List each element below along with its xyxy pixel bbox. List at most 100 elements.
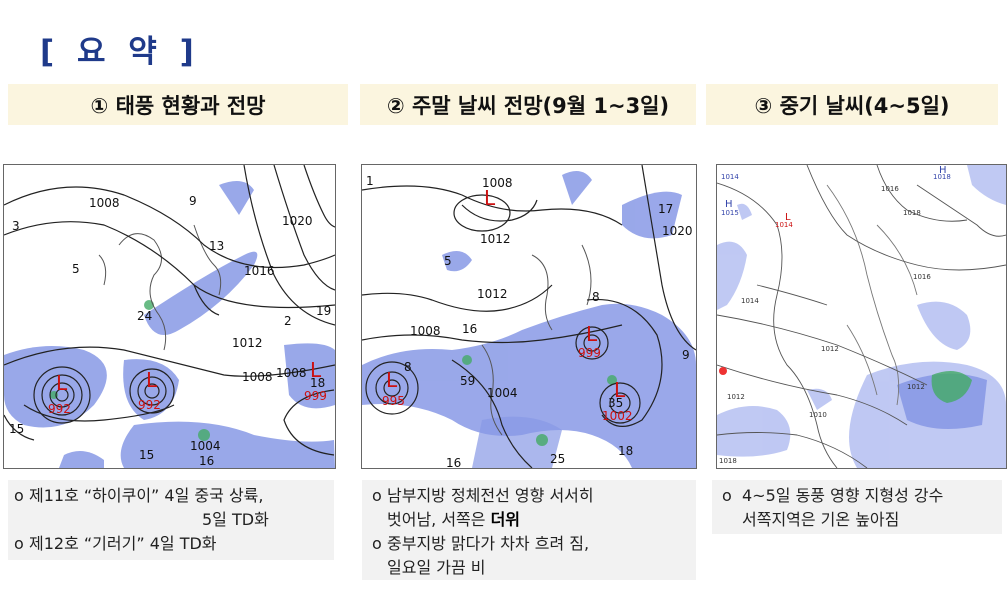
low-pressure-mark: L	[785, 212, 791, 223]
map2-label: 1	[366, 174, 374, 188]
bullet: o	[14, 486, 24, 505]
map1-label: 1020	[282, 214, 313, 228]
map2-label: 1020	[662, 224, 693, 238]
high-pressure-mark: H	[725, 199, 733, 210]
note-text: 5일 TD화	[202, 510, 269, 529]
map3-label: 1018	[903, 209, 921, 217]
surface-chart-1: 3 1008 9 13 1020 5 1016 24 2 1012 19 100…	[4, 165, 335, 468]
summary-box-typhoon: o 제11호 “하이쿠이” 4일 중국 상륙, 5일 TD화 o 제12호 “기…	[8, 480, 334, 560]
map2-label: 59	[460, 374, 475, 388]
map1-label: 1008	[89, 196, 120, 210]
note-text: 일요일 가끔 비	[387, 558, 486, 577]
note-item: o 4~5일 동풍 영향 지형성 강수	[722, 484, 1002, 508]
map1-label: 16	[199, 454, 214, 468]
map2-label: 1008	[410, 324, 441, 338]
weather-map-typhoon: 3 1008 9 13 1020 5 1016 24 2 1012 19 100…	[3, 164, 336, 469]
map2-label: 999	[578, 346, 601, 360]
map1-label: 15	[139, 448, 154, 462]
section-header-typhoon: ① 태풍 현황과 전망	[8, 84, 348, 125]
map2-label: 16	[462, 322, 477, 336]
map2-label: 8	[592, 290, 600, 304]
map1-label: 9	[189, 194, 197, 208]
map2-label: 1004	[487, 386, 518, 400]
section-header-midterm: ③ 중기 날씨(4~5일)	[706, 84, 998, 125]
map2-label: 1012	[480, 232, 511, 246]
map2-label: 35	[608, 396, 623, 410]
map1-label: 1008	[242, 370, 273, 384]
low-pressure-mark: L	[146, 368, 158, 392]
map3-label: 1012	[907, 383, 925, 391]
map1-label: 24	[137, 309, 152, 323]
low-pressure-mark: L	[614, 378, 626, 402]
map2-label: 1012	[477, 287, 508, 301]
map1-label: 15	[9, 422, 24, 436]
low-pressure-mark: L	[386, 368, 398, 392]
note-text: 서쪽지역은 기온 높아짐	[742, 510, 900, 529]
high-pressure-mark: H	[939, 165, 947, 176]
map3-label: 1014	[721, 173, 739, 181]
map1-label: 1012	[232, 336, 263, 350]
low-pressure-mark: L	[484, 186, 496, 210]
map3-label: 1014	[775, 221, 793, 229]
map1-label: 5	[72, 262, 80, 276]
note-continuation: 서쪽지역은 기온 높아짐	[722, 508, 1002, 532]
low-pressure-mark: L	[586, 322, 598, 346]
map2-label: 17	[658, 202, 673, 216]
map3-label: 1015	[721, 209, 739, 217]
map1-label: 992	[138, 398, 161, 412]
map2-label: 1008	[482, 176, 513, 190]
note-continuation: 일요일 가끔 비	[372, 556, 696, 580]
map1-label: 2	[284, 314, 292, 328]
weather-map-weekend: 1 1008 1012 17 5 1020 1012 8 1008 16 8 9…	[361, 164, 697, 469]
note-continuation: 5일 TD화	[14, 508, 334, 532]
map1-label: 13	[209, 239, 224, 253]
note-item: o 중부지방 맑다가 차차 흐려 짐,	[372, 532, 696, 556]
map1-label: 18	[310, 376, 325, 390]
note-item: o 제12호 “기러기” 4일 TD화	[14, 532, 334, 556]
map2-label: 16	[446, 456, 461, 468]
page-title: [ 요 약 ]	[40, 34, 200, 70]
weather-map-midterm: 1014 1018 1016 1018 1015 1014 1016 1014 …	[716, 164, 1007, 469]
map3-label: 1014	[741, 297, 759, 305]
map2-label: 25	[550, 452, 565, 466]
map3-label: 1012	[821, 345, 839, 353]
note-text: 중부지방 맑다가 차차 흐려 짐,	[387, 534, 590, 553]
map3-label: 1016	[881, 185, 899, 193]
section-header-weekend: ② 주말 날씨 전망(9월 1~3일)	[360, 84, 696, 125]
surface-chart-3: 1014 1018 1016 1018 1015 1014 1016 1014 …	[717, 165, 1006, 468]
note-text: 벗어남, 서쪽은	[387, 510, 491, 529]
bullet: o	[372, 486, 382, 505]
map1-label: 1004	[190, 439, 221, 453]
map1-label: 1016	[244, 264, 275, 278]
map2-label: 1002	[602, 409, 633, 423]
bullet: o	[14, 534, 24, 553]
summary-box-weekend: o 남부지방 정체전선 영향 서서히 벗어남, 서쪽은 더위 o 중부지방 맑다…	[362, 480, 696, 580]
low-pressure-mark: L	[310, 358, 322, 382]
map3-label: 1016	[913, 273, 931, 281]
note-text: 4~5일 동풍 영향 지형성 강수	[742, 486, 944, 505]
map3-label: 1012	[727, 393, 745, 401]
low-pressure-mark: L	[56, 371, 68, 395]
note-text: 제12호 “기러기” 4일 TD화	[29, 534, 217, 553]
map1-label: 1008	[276, 366, 307, 380]
note-item: o 제11호 “하이쿠이” 4일 중국 상륙,	[14, 484, 334, 508]
map1-label: 992	[48, 402, 71, 416]
map1-label: 3	[12, 219, 20, 233]
map2-label: 9	[682, 348, 690, 362]
map2-label: 8	[404, 360, 412, 374]
bullet: o	[372, 534, 382, 553]
note-item: o 남부지방 정체전선 영향 서서히	[372, 484, 696, 508]
bullet: o	[722, 486, 732, 505]
map2-label: 5	[444, 254, 452, 268]
map1-label: 999	[304, 389, 327, 403]
summary-box-midterm: o 4~5일 동풍 영향 지형성 강수 서쪽지역은 기온 높아짐	[712, 480, 1002, 534]
highlight-heat: 더위	[490, 510, 521, 529]
map3-label: 1018	[719, 457, 737, 465]
map3-label: 1018	[933, 173, 951, 181]
map1-label: 19	[316, 304, 331, 318]
note-text: 남부지방 정체전선 영향 서서히	[387, 486, 594, 505]
note-text: 제11호 “하이쿠이” 4일 중국 상륙,	[29, 486, 264, 505]
marker-dot	[719, 367, 727, 375]
map2-label: 995	[382, 394, 405, 408]
note-continuation: 벗어남, 서쪽은 더위	[372, 508, 696, 532]
